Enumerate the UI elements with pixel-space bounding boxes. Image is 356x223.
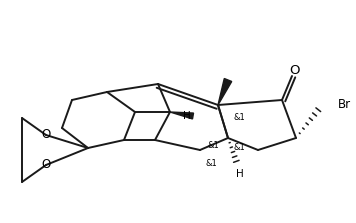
Text: H: H xyxy=(236,169,244,179)
Text: O: O xyxy=(41,159,51,171)
Polygon shape xyxy=(218,78,232,105)
Text: H: H xyxy=(183,111,191,121)
Text: Br: Br xyxy=(338,99,351,112)
Text: O: O xyxy=(41,128,51,142)
Text: &1: &1 xyxy=(234,143,246,153)
Text: O: O xyxy=(289,64,299,76)
Text: &1: &1 xyxy=(208,140,220,149)
Polygon shape xyxy=(170,112,194,119)
Text: &1: &1 xyxy=(205,159,217,169)
Text: &1: &1 xyxy=(234,114,246,122)
